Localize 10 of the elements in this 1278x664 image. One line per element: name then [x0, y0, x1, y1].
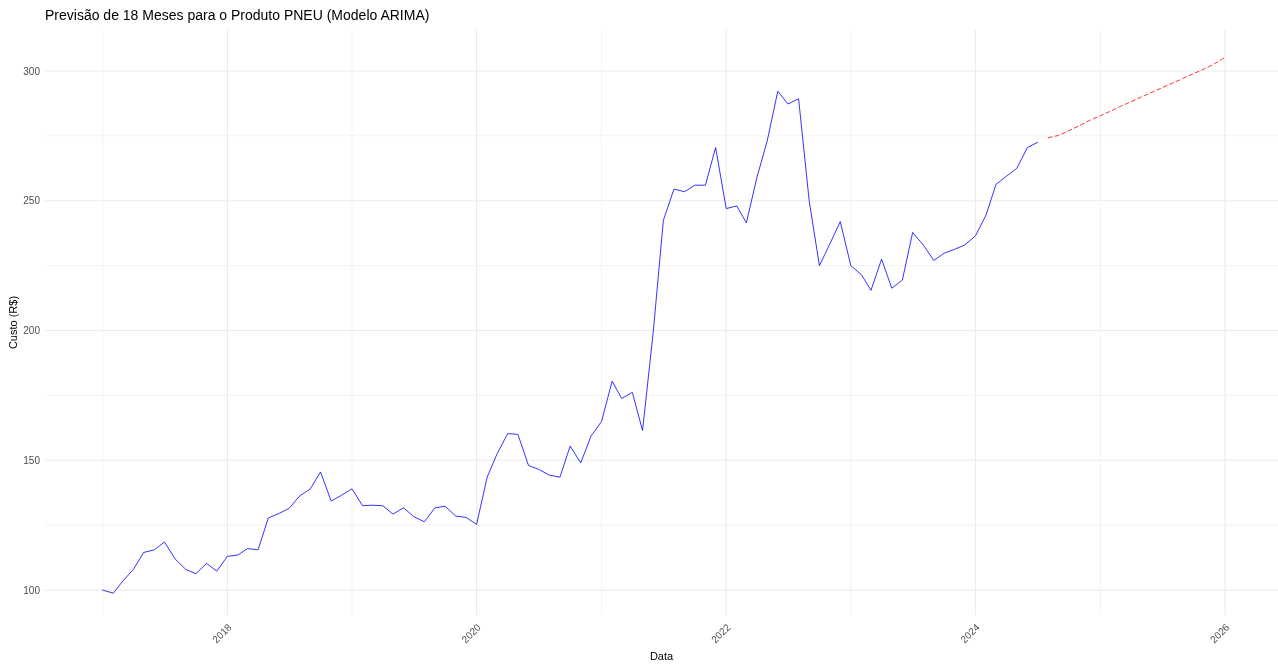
y-tick-label: 300: [23, 65, 41, 77]
x-axis-title: Data: [649, 650, 674, 662]
y-axis-title: Custo (R$): [7, 295, 19, 350]
line-series: [102, 90, 1039, 594]
chart-title: Previsão de 18 Meses para o Produto PNEU (Modelo ARIMA): [45, 7, 430, 23]
y-tick-label: 200: [23, 325, 41, 337]
y-tick-label: 150: [23, 454, 41, 466]
line-series: [1047, 56, 1226, 139]
y-tick-label: 100: [23, 584, 41, 596]
y-tick-label: 250: [23, 195, 41, 207]
